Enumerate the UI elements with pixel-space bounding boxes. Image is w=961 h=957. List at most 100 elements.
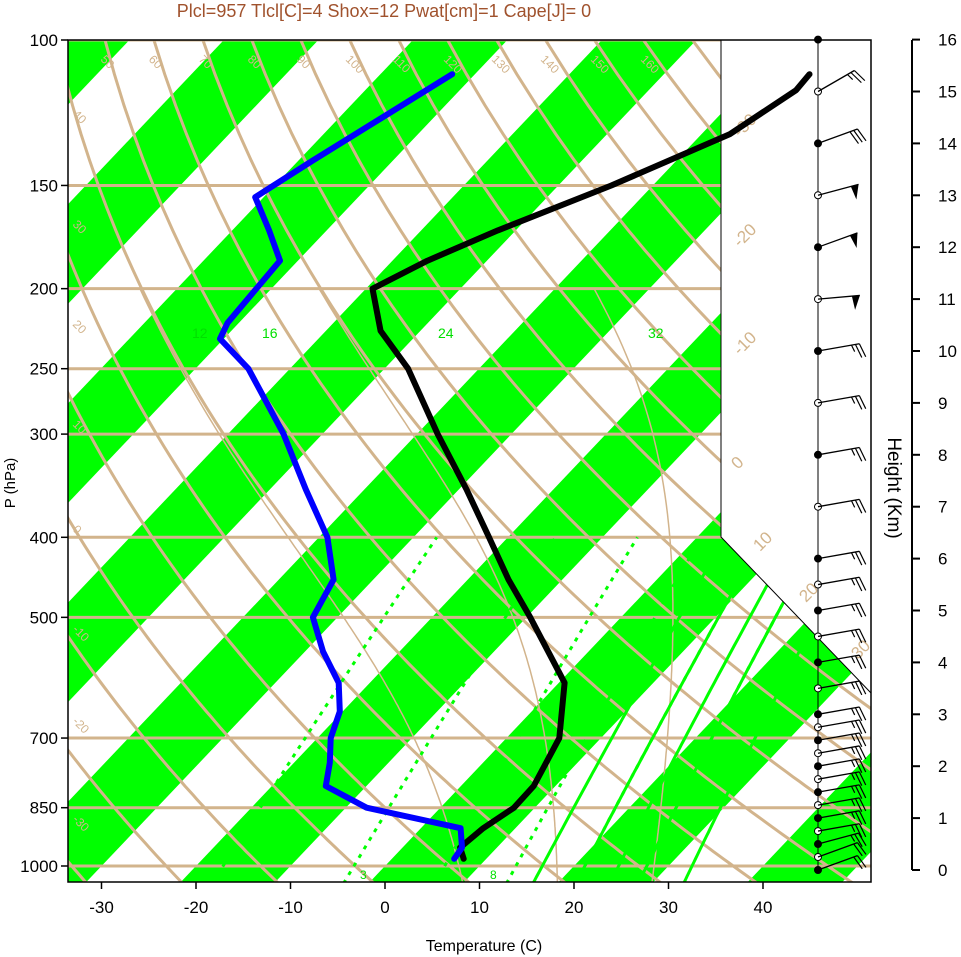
wind-barb-shaft [817,550,860,560]
wind-barb-flag [858,797,867,812]
wind-barb-flag [854,447,863,462]
sounding-series [217,71,813,862]
x-tick-label: 10 [470,898,489,917]
wind-barb-flag [854,707,863,722]
height-tick-label: 12 [938,238,957,257]
height-tick-label: 6 [938,550,947,569]
dry-adiabat [68,747,184,882]
wind-barb-flag [854,746,863,760]
wind-barb-flag [854,720,863,735]
wind-barb-flag [858,745,867,760]
wind-barb-half-flag [850,448,856,456]
x-tick-label: -30 [89,898,114,917]
wind-barb-flag [858,551,867,565]
wind-barb-half-flag [850,760,856,768]
wind-barb-half-flag [850,747,856,755]
height-tick-label: 11 [938,290,956,309]
wind-barb-flag [858,771,867,786]
mixing-ratio-label: 12 [192,325,208,341]
wind-barb-flag [858,576,867,591]
wind-barb-half-flag [850,578,856,586]
wind-barb-flag [854,772,863,786]
wind-barb-flag [854,499,863,514]
wind-barb-flag [854,396,863,410]
wind-barb-flag [854,798,863,812]
wind-barb-flag [853,856,863,870]
dry-adiabat [68,389,471,882]
mixing-ratio-label: 32 [648,325,664,341]
height-tick-label: 14 [938,134,957,153]
wind-barb-half-flag [850,785,856,794]
wind-barb-flag [858,719,867,734]
wind-barb-flag [858,732,867,747]
wind-barb-flag [853,70,866,82]
height-tick-label: 0 [938,861,947,880]
wind-barb-flag [854,785,863,799]
mixing-ratio-dashed-line [637,536,821,882]
dry-adiabat [68,82,663,882]
wind-barb-half-flag [850,834,856,842]
wind-barb-shaft [817,758,860,767]
wind-barb-shaft [817,855,858,871]
wind-barb-half-flag [850,708,856,716]
temperature-line [369,71,813,862]
wind-barb-flag [854,551,863,566]
wind-barb-flag [850,72,862,84]
mixing-ratio-label: 24 [438,325,454,341]
wind-profile [814,35,867,874]
wind-barb-half-flag [850,682,856,690]
wind-barb-flag [854,655,863,670]
wind-barb-shaft [817,654,860,664]
wind-barb-flag [856,128,867,142]
wind-barb-shaft [817,446,860,456]
wind-barb-flag [858,810,867,825]
y-tick-label: 150 [30,176,58,195]
isotherm-band [68,40,130,105]
dry-adiabat [250,40,871,772]
dry-adiabat [152,40,855,882]
y-tick-label: 250 [30,360,58,379]
wind-barb-pennant [849,232,858,249]
height-tick-label: 1 [938,809,947,828]
wind-barb-flag [858,343,867,358]
dry-adiabat [68,515,375,882]
height-tick-label: 15 [938,83,957,102]
mixing-ratio-label: 3 [360,868,367,882]
mixing-ratio-dashed-line [505,536,703,882]
wind-barb-shaft [817,784,860,793]
moist-adiabat [593,288,674,882]
wind-barb-shaft [817,810,860,819]
wind-barb-shaft [817,602,860,612]
height-tick-label: 13 [938,186,957,205]
wind-barb-shaft [817,628,860,638]
wind-barb-shaft [817,69,855,93]
mask-region [721,40,873,693]
height-axis-label: Height (Km) [883,437,904,538]
wind-barb-half-flag [847,74,854,80]
dry-adiabat [299,40,871,711]
wind-barb-flag [858,680,867,695]
y-tick-label: 100 [30,31,58,50]
dewpoint-line [217,71,465,862]
chart-title: Plcl=957 Tlcl[C]=4 Shox=12 Pwat[cm]=1 Ca… [177,1,591,21]
wind-barb-flag [858,784,867,799]
y-tick-label: 700 [30,729,58,748]
plot-frame [67,39,872,883]
wind-barb-shaft [817,394,860,404]
wind-barb-half-flag [850,630,856,638]
isotherm-band [68,40,319,304]
wind-barb-shaft [817,719,860,728]
wind-barb-flag [854,733,863,748]
wind-barb-half-flag [850,798,856,807]
wind-barb-half-flag [850,721,856,729]
y-tick-label: 850 [30,799,58,818]
wind-barb-flag [854,681,863,696]
mixing-ratio-label: 16 [262,325,278,341]
wind-barb-flag [858,758,867,773]
wind-barb-pennant [851,295,860,310]
wind-barb-shaft [817,823,860,832]
isotherm-band [68,40,871,882]
